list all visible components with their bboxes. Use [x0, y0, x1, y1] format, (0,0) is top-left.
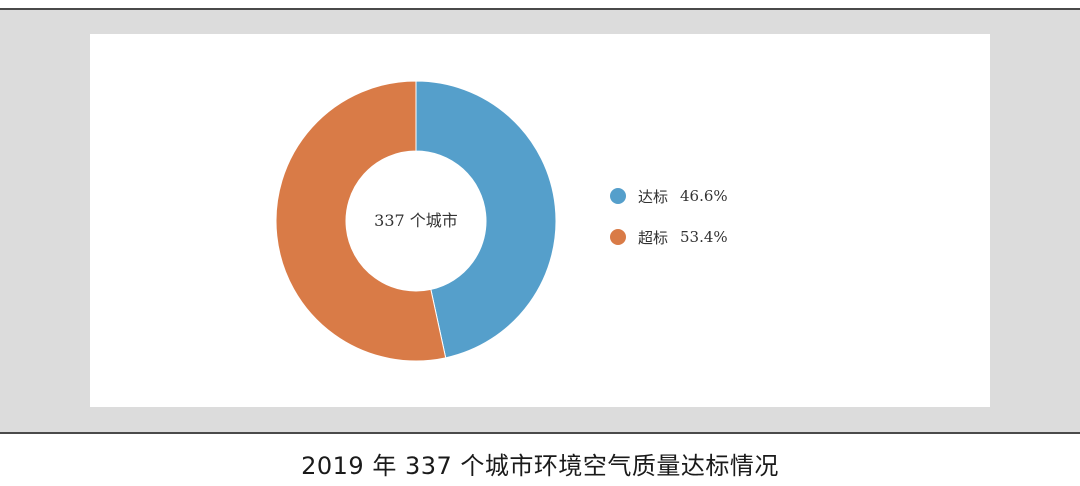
figure-caption: 2019 年 337 个城市环境空气质量达标情况 — [301, 452, 779, 480]
bottom-rule — [0, 432, 1080, 434]
legend-swatch-compliant — [610, 188, 626, 204]
chart-card: 337 个城市 达标 46.6% 超标 53.4% — [90, 34, 990, 407]
donut-slices — [275, 80, 557, 362]
legend-item-exceeding: 超标 53.4% — [610, 227, 728, 247]
donut-center-label: 337 个城市 — [374, 211, 458, 230]
legend-swatch-exceeding — [610, 229, 626, 245]
legend-label-exceeding: 超标 — [638, 228, 669, 247]
legend-label-compliant: 达标 — [638, 187, 669, 206]
donut-chart: 337 个城市 — [275, 80, 557, 362]
donut-slice-compliant — [415, 80, 557, 359]
donut-slice-exceeding — [275, 80, 447, 362]
legend-item-compliant: 达标 46.6% — [610, 186, 728, 206]
legend-value-compliant: 46.6% — [680, 187, 728, 205]
top-rule — [0, 8, 1080, 10]
chart-legend: 达标 46.6% 超标 53.4% — [610, 186, 728, 268]
legend-value-exceeding: 53.4% — [680, 228, 728, 246]
